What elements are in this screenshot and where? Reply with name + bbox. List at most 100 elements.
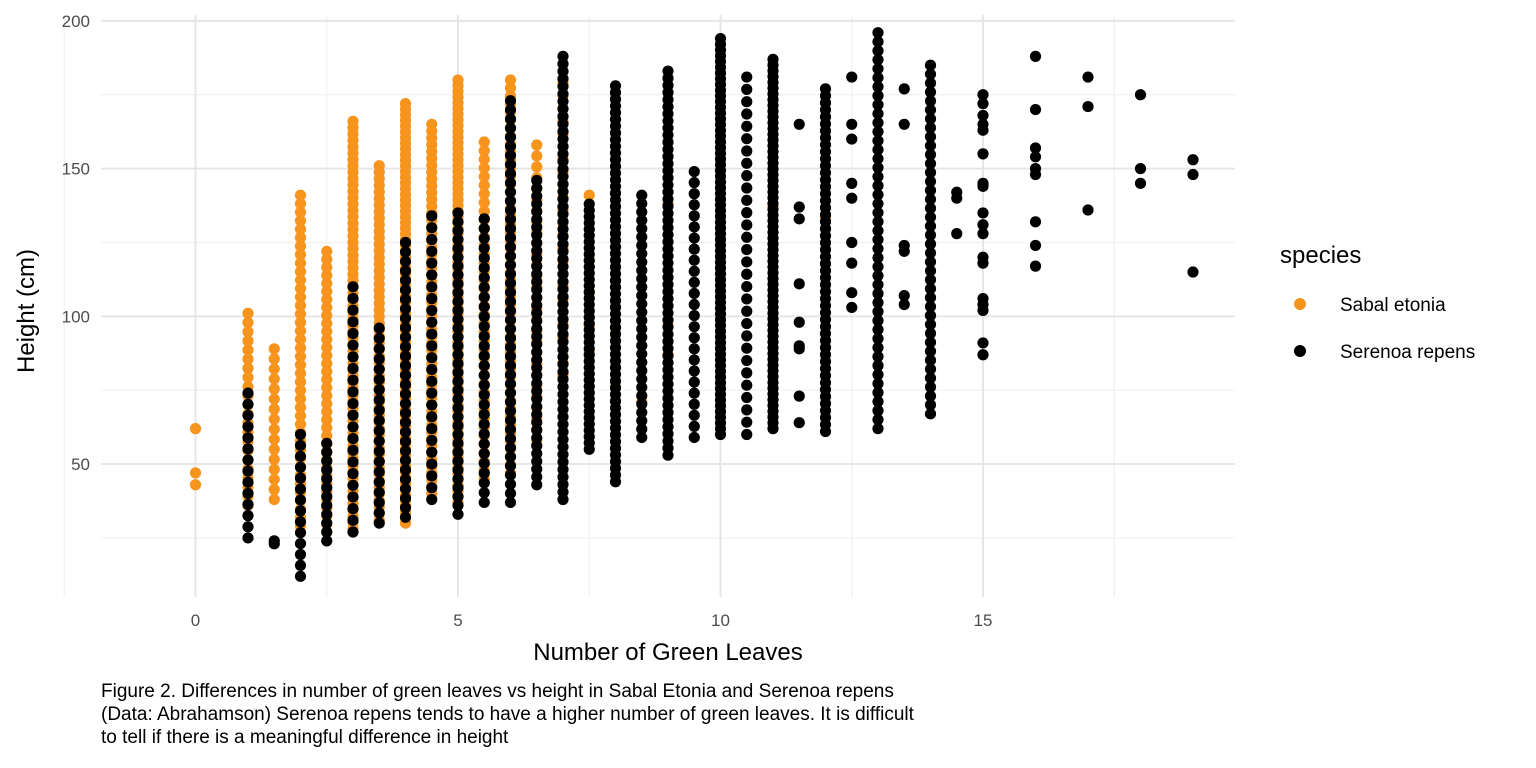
data-point [846,71,858,83]
data-point [321,253,333,265]
data-point [872,252,884,264]
data-point [504,496,517,509]
data-point [688,177,700,189]
data-point [347,514,359,526]
data-point [504,82,517,94]
data-point [924,309,937,322]
data-point [531,198,543,210]
data-point [793,213,805,225]
data-point [872,423,884,435]
data-point [924,318,937,331]
data-point [242,454,254,466]
y-tick-label: 50 [71,455,90,474]
data-point [793,201,805,213]
data-point [636,390,648,402]
data-point [426,458,438,470]
data-point [531,408,543,421]
data-point [504,295,517,308]
data-point [294,384,307,396]
data-point [399,435,412,448]
data-point [924,265,937,277]
data-point [452,411,464,423]
data-point [294,333,307,346]
data-point [741,108,753,120]
data-point [977,180,989,192]
data-point [583,198,595,210]
data-point [872,135,884,147]
data-point [504,195,517,207]
data-point [321,390,333,402]
data-point [872,279,884,291]
data-point [478,179,490,191]
data-point [636,415,648,427]
data-point [347,526,359,538]
data-point [268,373,280,385]
data-point [531,150,543,162]
data-point [872,243,884,255]
data-point [872,81,884,93]
data-point [688,387,700,399]
data-point [741,83,753,95]
data-point [294,450,307,462]
data-point [1187,266,1199,278]
data-point [321,446,333,458]
data-point [872,396,884,408]
data-point [531,139,543,151]
data-point [294,410,307,422]
data-point [688,232,700,244]
data-point [478,232,490,245]
data-point [399,378,412,391]
data-point [452,437,464,449]
data-point [741,305,753,317]
data-point [373,394,385,406]
data-point [741,182,753,194]
data-point [268,433,280,445]
data-point [741,293,753,305]
data-point [1029,260,1042,272]
data-point [347,503,359,515]
data-point [347,292,359,305]
data-point [268,493,280,506]
data-point [898,83,910,95]
data-point [399,492,412,504]
data-point [531,354,543,366]
data-point [531,416,543,428]
data-point [977,148,989,160]
data-point [636,381,648,393]
data-point [373,404,385,416]
data-point [504,332,517,344]
data-point [294,570,307,582]
data-point [872,153,884,165]
data-point [1029,103,1042,116]
data-point [767,53,779,65]
data-point [373,414,385,427]
data-point [373,455,385,468]
data-point [872,108,884,120]
data-point [636,398,648,410]
data-point [636,365,648,377]
data-point [504,350,517,362]
data-point [478,496,490,509]
data-point [478,170,490,183]
data-point [531,338,543,350]
data-point [977,219,989,231]
data-point [294,189,307,201]
data-point [504,442,517,454]
data-point [452,366,464,379]
data-point [977,124,989,136]
data-point [373,332,385,345]
data-point [478,281,490,293]
data-point [504,168,517,180]
data-point [741,317,753,330]
data-point [977,257,989,269]
data-point [504,140,517,152]
data-point [452,358,464,370]
data-point [977,349,989,361]
x-tick-label: 15 [974,611,993,630]
data-point [373,497,385,509]
data-point [373,384,385,396]
data-point [793,278,805,290]
data-point [321,325,333,338]
data-point [321,490,333,503]
data-point [452,260,464,272]
